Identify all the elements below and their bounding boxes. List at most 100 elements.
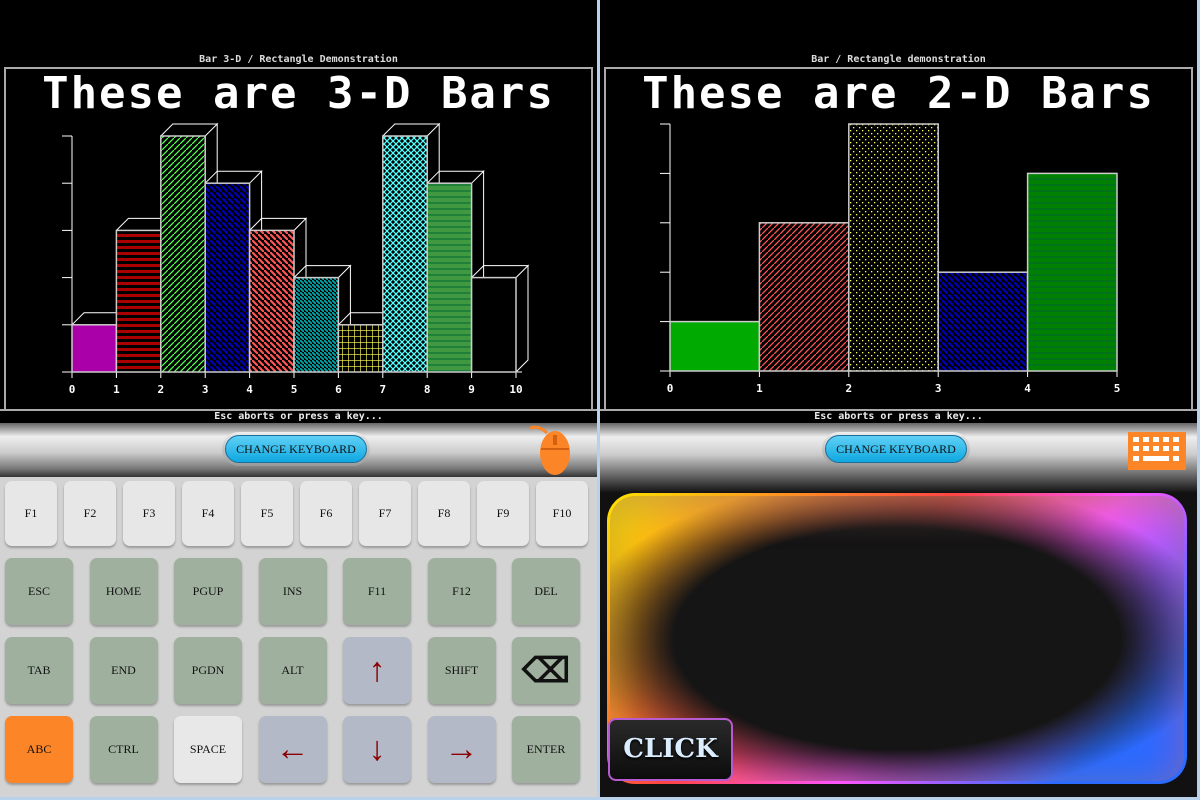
key-f12[interactable]: F12 [427,558,496,625]
change-keyboard-button[interactable]: CHANGE KEYBOARD [222,432,370,466]
chart-title: These are 2-D Bars [642,68,1155,119]
bar [758,222,850,372]
key-label: ABC [26,742,52,756]
change-keyboard-button[interactable]: CHANGE KEYBOARD [822,432,970,466]
key-f1[interactable]: F1 [5,481,57,546]
key-ctrl[interactable]: CTRL [89,716,158,783]
key-label: → [444,730,479,768]
key-label: CTRL [108,742,139,756]
bar [1026,172,1118,372]
x-tick-label: 0 [69,383,76,396]
bar [337,324,384,373]
key-f2[interactable]: F2 [64,481,116,546]
key-ins[interactable]: INS [258,558,327,625]
key-f3[interactable]: F3 [123,481,175,546]
key-label: ↑ [368,651,386,689]
key-label: PGDN [191,663,225,677]
keyboard-toolbar: CHANGE KEYBOARD [0,423,597,477]
key-del[interactable]: DEL [512,558,580,625]
key-shift[interactable]: SHIFT [427,637,496,704]
x-tick-label: 7 [379,383,386,396]
bar [293,276,340,373]
key-label: SHIFT [444,663,479,677]
x-tick-label: 2 [845,382,852,395]
key-f6[interactable]: F6 [300,481,352,546]
graphics-screen: Bar 3-D / Rectangle Demonstration These … [0,0,597,423]
key-label: F8 [437,506,451,520]
bar-chart-2d: 0 1 2 3 4 5 [660,123,1121,395]
key-label: INS [282,584,303,598]
change-keyboard-label: CHANGE KEYBOARD [225,435,367,463]
bar [470,276,517,373]
key-f10[interactable]: F10 [536,481,588,546]
key-label: ESC [27,584,50,598]
chart-subtitle: Bar / Rectangle demonstration [811,54,986,65]
key-label: ⌫ [521,652,571,690]
left-dosbox-panel: Bar 3-D / Rectangle Demonstration These … [0,0,597,797]
x-tick-label: 5 [291,383,298,396]
key-down[interactable]: ↓ [343,716,411,783]
key-label: F4 [201,506,215,520]
bar [71,324,118,373]
bar [669,320,761,372]
key-f8[interactable]: F8 [418,481,470,546]
mouse-icon[interactable] [525,425,575,477]
key-label: ALT [281,663,304,677]
x-tick-label: 10 [509,383,522,396]
key-label: F11 [367,584,387,598]
key-abc[interactable]: ABC [5,716,73,783]
footer-prompt: Esc aborts or press a key... [600,409,1197,423]
key-enter[interactable]: ENTER [512,716,580,783]
key-label: PGUP [192,584,224,598]
key-label: F10 [552,506,572,520]
bar [204,182,251,373]
bar [248,229,295,373]
key-tab[interactable]: TAB [5,637,73,704]
bar [382,135,428,373]
key-end[interactable]: END [89,637,158,704]
chart-title: These are 3-D Bars [42,68,555,119]
key-label: END [111,663,136,677]
bar [426,182,473,373]
key-f9[interactable]: F9 [477,481,529,546]
key-up[interactable]: ↑ [343,637,411,704]
key-alt[interactable]: ALT [258,637,327,704]
x-tick-label: 3 [202,383,209,396]
bar [937,271,1029,372]
key-label: SPACE [189,742,227,756]
key-right[interactable]: → [427,716,496,783]
key-label: ↓ [368,730,386,768]
key-label: TAB [27,663,51,677]
x-tick-label: 3 [935,382,942,395]
footer-prompt: Esc aborts or press a key... [0,409,597,423]
key-label: ENTER [526,742,566,756]
x-tick-label: 9 [468,383,475,396]
key-f7[interactable]: F7 [359,481,411,546]
bar [160,135,206,373]
keyboard-icon[interactable] [1128,432,1186,470]
key-pgup[interactable]: PGUP [174,558,242,625]
chart-subtitle: Bar 3-D / Rectangle Demonstration [199,54,398,65]
key-label: F9 [496,506,510,520]
click-button[interactable]: CLICK [608,718,733,781]
x-tick-label: 8 [424,383,431,396]
x-tick-label: 4 [1024,382,1031,395]
x-tick-label: 5 [1114,382,1121,395]
key-f11[interactable]: F11 [343,558,411,625]
key-label: F2 [83,506,97,520]
key-label: F1 [24,506,38,520]
key-f5[interactable]: F5 [241,481,293,546]
key-label: ← [275,730,310,768]
key-space[interactable]: SPACE [174,716,242,783]
key-esc[interactable]: ESC [5,558,73,625]
key-f4[interactable]: F4 [182,481,234,546]
key-pgdn[interactable]: PGDN [174,637,242,704]
bar [115,229,162,373]
key-label: F7 [378,506,392,520]
bar [848,123,939,372]
key-label: F3 [142,506,156,520]
key-left[interactable]: ← [258,716,327,783]
key-backspace[interactable]: ⌫ [512,637,580,704]
key-home[interactable]: HOME [89,558,158,625]
x-tick-label: 6 [335,383,342,396]
